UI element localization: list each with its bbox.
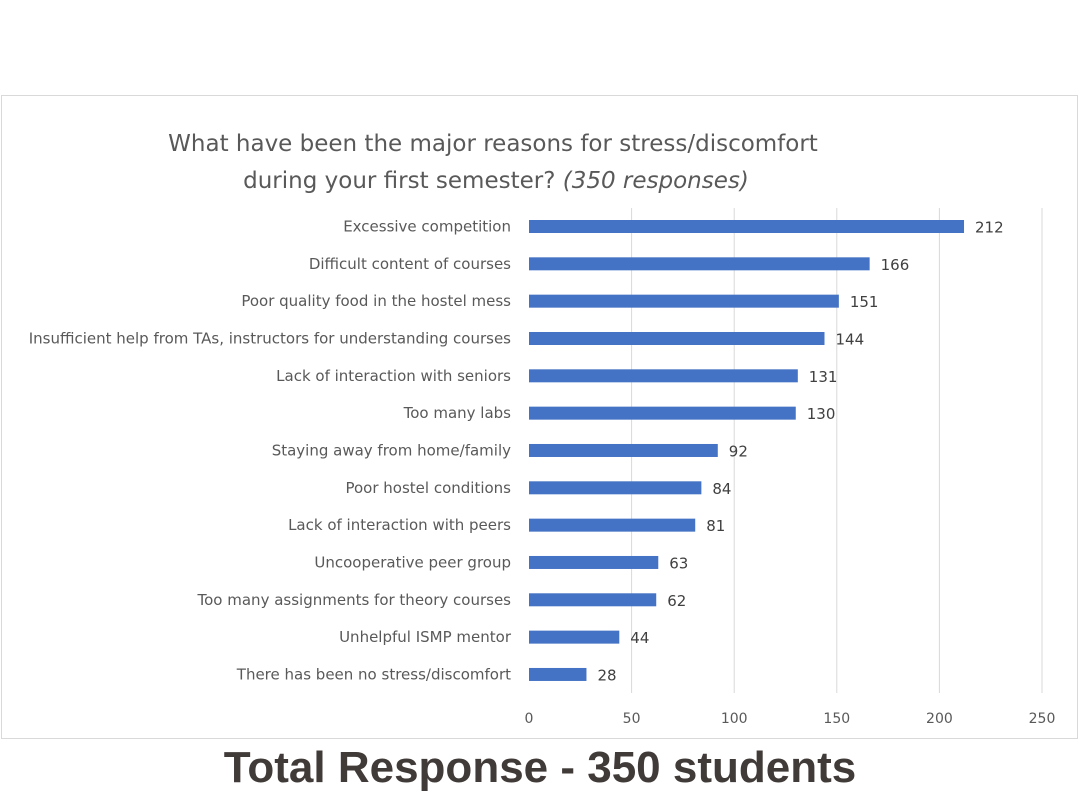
category-label: Poor hostel conditions — [345, 479, 511, 497]
category-label: There has been no stress/discomfort — [236, 665, 511, 683]
data-label: 131 — [809, 368, 838, 386]
category-label: Difficult content of courses — [309, 255, 511, 273]
category-label: Too many labs — [403, 404, 512, 422]
bar — [529, 555, 659, 569]
data-label: 63 — [669, 554, 688, 572]
data-label: 81 — [706, 517, 725, 535]
category-label: Lack of interaction with seniors — [276, 367, 511, 385]
x-tick-label: 250 — [1029, 711, 1056, 727]
x-tick-label: 200 — [926, 711, 953, 727]
bar — [529, 257, 870, 271]
x-tick-label: 100 — [721, 711, 748, 727]
x-tick-label: 0 — [525, 711, 534, 727]
data-label: 130 — [807, 405, 836, 423]
category-label: Lack of interaction with peers — [288, 516, 511, 534]
category-label: Unhelpful ISMP mentor — [339, 628, 512, 646]
category-label: Uncooperative peer group — [314, 553, 511, 571]
data-label: 44 — [630, 629, 649, 647]
bar — [529, 667, 587, 681]
bar — [529, 518, 696, 532]
bar — [529, 481, 702, 495]
bar — [529, 406, 796, 420]
x-tick-label: 150 — [823, 711, 850, 727]
bar — [529, 220, 965, 233]
chart-title-line-1: What have been the major reasons for str… — [168, 131, 818, 157]
data-label: 166 — [881, 256, 910, 274]
bar — [529, 443, 718, 457]
total-response-caption: Total Response - 350 students — [223, 743, 857, 792]
gridlines — [631, 208, 1043, 693]
category-label: Insufficient help from TAs, instructors … — [29, 329, 511, 347]
chart-title: What have been the major reasons for str… — [168, 131, 818, 194]
category-label: Too many assignments for theory courses — [197, 591, 512, 609]
data-label: 92 — [729, 442, 748, 460]
bar — [529, 593, 657, 607]
data-label: 151 — [850, 293, 879, 311]
bars — [529, 220, 965, 681]
data-label: 144 — [835, 330, 864, 348]
chart-title-line-2: during your first semester? (350 respons… — [243, 168, 749, 194]
category-label: Staying away from home/family — [272, 441, 511, 459]
category-labels: Excessive competition Difficult content o… — [29, 218, 512, 684]
category-label: Excessive competition — [343, 218, 511, 236]
data-label: 62 — [667, 592, 686, 610]
bar — [529, 331, 825, 345]
x-axis-tick-labels: 0 50 100 150 200 250 — [525, 711, 1056, 727]
bar — [529, 630, 620, 644]
chart-title-note: (350 responses) — [563, 168, 749, 194]
bar-chart: What have been the major reasons for str… — [29, 131, 1056, 727]
bar — [529, 369, 798, 383]
data-label: 84 — [712, 480, 731, 498]
data-labels: 212 166 151 144 131 130 92 84 81 63 62 44 28 — [597, 219, 1003, 685]
x-tick-label: 50 — [623, 711, 641, 727]
bar — [529, 294, 839, 308]
data-label: 212 — [975, 219, 1004, 237]
data-label: 28 — [597, 666, 616, 684]
category-label: Poor quality food in the hostel mess — [241, 292, 511, 310]
